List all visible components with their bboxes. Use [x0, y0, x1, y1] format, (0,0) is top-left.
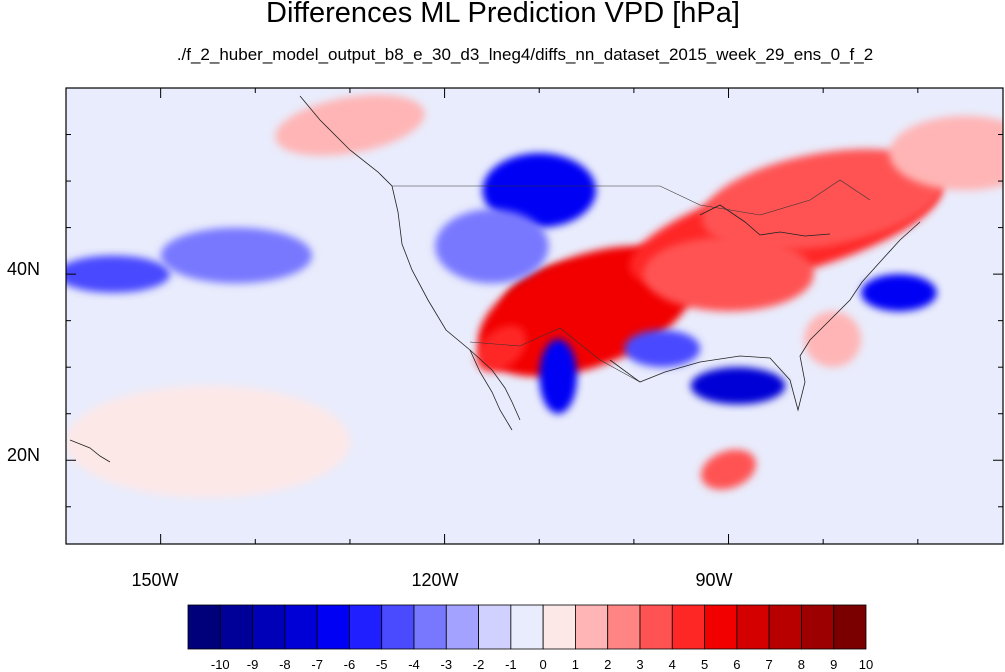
colorbar-label: 5 [701, 657, 708, 672]
colorbar-swatch [252, 604, 286, 650]
colorbar-swatch [575, 604, 609, 650]
coastlines [69, 95, 921, 463]
colorbar-swatch [671, 604, 705, 650]
chart-title: Differences ML Prediction VPD [hPa] [266, 0, 740, 29]
field-region-4 [701, 149, 945, 251]
colorbar-swatch [478, 604, 512, 650]
field-region-10 [66, 385, 350, 498]
colorbar-swatch [768, 604, 802, 650]
field-region-16 [861, 274, 937, 312]
colorbar-swatch [704, 604, 738, 650]
colorbar-label: 4 [669, 657, 676, 672]
colorbar-label: -4 [408, 657, 420, 672]
colorbar-swatch [542, 604, 576, 650]
field-region-9 [889, 115, 1003, 191]
colorbar-swatch [639, 604, 673, 650]
colorbar-label: -5 [376, 657, 388, 672]
field-region-15 [624, 329, 701, 368]
colorbar-label: 0 [540, 657, 547, 672]
colorbar-swatch [607, 604, 641, 650]
colorbar-label: -7 [311, 657, 323, 672]
axis-labels: 150W 120W 90W 40N 20N [7, 259, 733, 590]
gulf-coastline [609, 221, 921, 412]
colorbar-label: 3 [636, 657, 643, 672]
x-tick-label-150w: 150W [131, 570, 178, 590]
colorbar-label: 6 [733, 657, 740, 672]
colorbar-label: 9 [830, 657, 837, 672]
colorbar-swatch [833, 604, 867, 650]
colorbar-swatch [510, 604, 544, 650]
colorbar-swatch [381, 604, 415, 650]
colorbar-label: 8 [798, 657, 805, 672]
field-region-17 [66, 255, 171, 293]
colorbar-swatch [445, 604, 479, 650]
map-plot-area [65, 87, 1004, 545]
colorbar-label: 1 [572, 657, 579, 672]
colorbar-swatch [316, 604, 350, 650]
colorbar-swatch [736, 604, 770, 650]
field-region-13 [539, 339, 578, 414]
field-region-11 [482, 153, 597, 228]
colorbar-swatch [413, 604, 447, 650]
field-region-2 [476, 325, 527, 372]
y-tick-label-40n: 40N [7, 259, 40, 279]
x-tick-label-120w: 120W [411, 570, 458, 590]
colorbar-swatch [349, 604, 383, 650]
axis-ticks [65, 88, 1003, 544]
colorbar-swatch [187, 604, 221, 650]
colorbar-label: -8 [279, 657, 291, 672]
field-region-8 [275, 94, 425, 156]
baja-california-coastline [469, 349, 513, 431]
field-region-6 [804, 311, 862, 368]
us-canada-border [392, 179, 871, 216]
state-borders [392, 179, 871, 383]
colorbar-label: -10 [211, 657, 230, 672]
plot-frame [65, 87, 1004, 545]
x-tick-label-90w: 90W [695, 570, 732, 590]
field-region-5 [643, 236, 814, 312]
field-region-7 [701, 449, 756, 490]
colorbar-label: -1 [505, 657, 517, 672]
y-tick-label-20n: 20N [7, 445, 40, 465]
great-lakes-outline [699, 204, 831, 237]
colorbar-label: -9 [247, 657, 259, 672]
field-region-18 [160, 227, 313, 284]
north-america-coastline [299, 95, 521, 421]
colorbar-label: 7 [766, 657, 773, 672]
colorbar-label: -3 [441, 657, 453, 672]
colorbar: -10 -9 -8 -7 -6 -5 -4 -3 -2 -1 0 1 2 3 4 5 6 7 8 9 10 [187, 604, 873, 672]
field-region-14 [690, 367, 786, 405]
colorbar-label: -2 [473, 657, 485, 672]
colorbar-label: 2 [604, 657, 611, 672]
colorbar-swatch [284, 604, 318, 650]
field-region-12 [435, 208, 549, 284]
chart-subtitle: ./f_2_huber_model_output_b8_e_30_d3_lneg… [177, 45, 873, 64]
colorbar-label: 10 [859, 657, 873, 672]
us-mexico-border [469, 327, 641, 383]
vpd-difference-field [66, 94, 1003, 498]
hawaii-coastline [69, 439, 111, 463]
colorbar-swatch [219, 604, 253, 650]
colorbar-swatch [801, 604, 835, 650]
colorbar-label: -6 [344, 657, 356, 672]
